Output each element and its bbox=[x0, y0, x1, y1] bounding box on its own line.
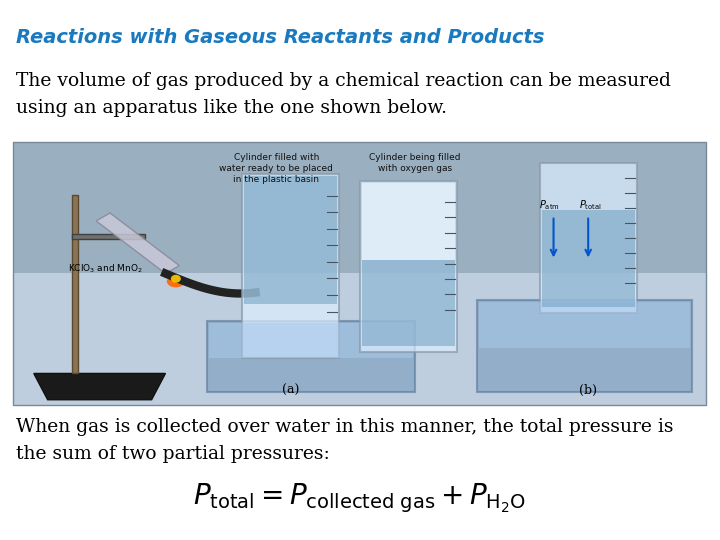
Text: Reactions with Gaseous Reactants and Products: Reactions with Gaseous Reactants and Pro… bbox=[16, 28, 544, 47]
Bar bbox=[361, 260, 454, 346]
Ellipse shape bbox=[171, 275, 181, 283]
Bar bbox=[480, 302, 690, 348]
Bar bbox=[361, 184, 454, 260]
Bar bbox=[243, 176, 337, 305]
Text: (b): (b) bbox=[579, 384, 597, 397]
Bar bbox=[207, 321, 415, 392]
Text: $P_{\rm total} = P_{\rm collected\ gas} + P_{\rm H_2O}$: $P_{\rm total} = P_{\rm collected\ gas} … bbox=[194, 481, 526, 515]
Polygon shape bbox=[96, 213, 179, 273]
Bar bbox=[72, 194, 78, 374]
Bar bbox=[242, 173, 338, 357]
Polygon shape bbox=[34, 374, 166, 400]
Text: When gas is collected over water in this manner, the total pressure is: When gas is collected over water in this… bbox=[16, 418, 673, 436]
Text: Cylinder filled with
water ready to be placed
in the plastic basin: Cylinder filled with water ready to be p… bbox=[220, 152, 333, 184]
Text: $P_{\rm total}$: $P_{\rm total}$ bbox=[579, 198, 602, 212]
Bar bbox=[72, 234, 145, 239]
Bar bbox=[477, 300, 692, 392]
Text: (a): (a) bbox=[282, 384, 299, 397]
Bar bbox=[359, 181, 456, 353]
Bar bbox=[13, 273, 706, 405]
Text: KClO$_3$ and MnO$_2$: KClO$_3$ and MnO$_2$ bbox=[68, 263, 143, 275]
Bar bbox=[540, 163, 636, 313]
Text: using an apparatus like the one shown below.: using an apparatus like the one shown be… bbox=[16, 99, 447, 117]
Text: $P_{\rm atm}$: $P_{\rm atm}$ bbox=[539, 198, 560, 212]
Ellipse shape bbox=[167, 275, 185, 287]
Text: Cylinder being filled
with oxygen gas: Cylinder being filled with oxygen gas bbox=[369, 152, 461, 173]
Bar bbox=[541, 210, 635, 307]
Text: The volume of gas produced by a chemical reaction can be measured: The volume of gas produced by a chemical… bbox=[16, 72, 671, 90]
Bar bbox=[209, 323, 413, 359]
Text: the sum of two partial pressures:: the sum of two partial pressures: bbox=[16, 445, 330, 463]
Bar bbox=[13, 142, 706, 273]
Bar bbox=[13, 142, 706, 405]
